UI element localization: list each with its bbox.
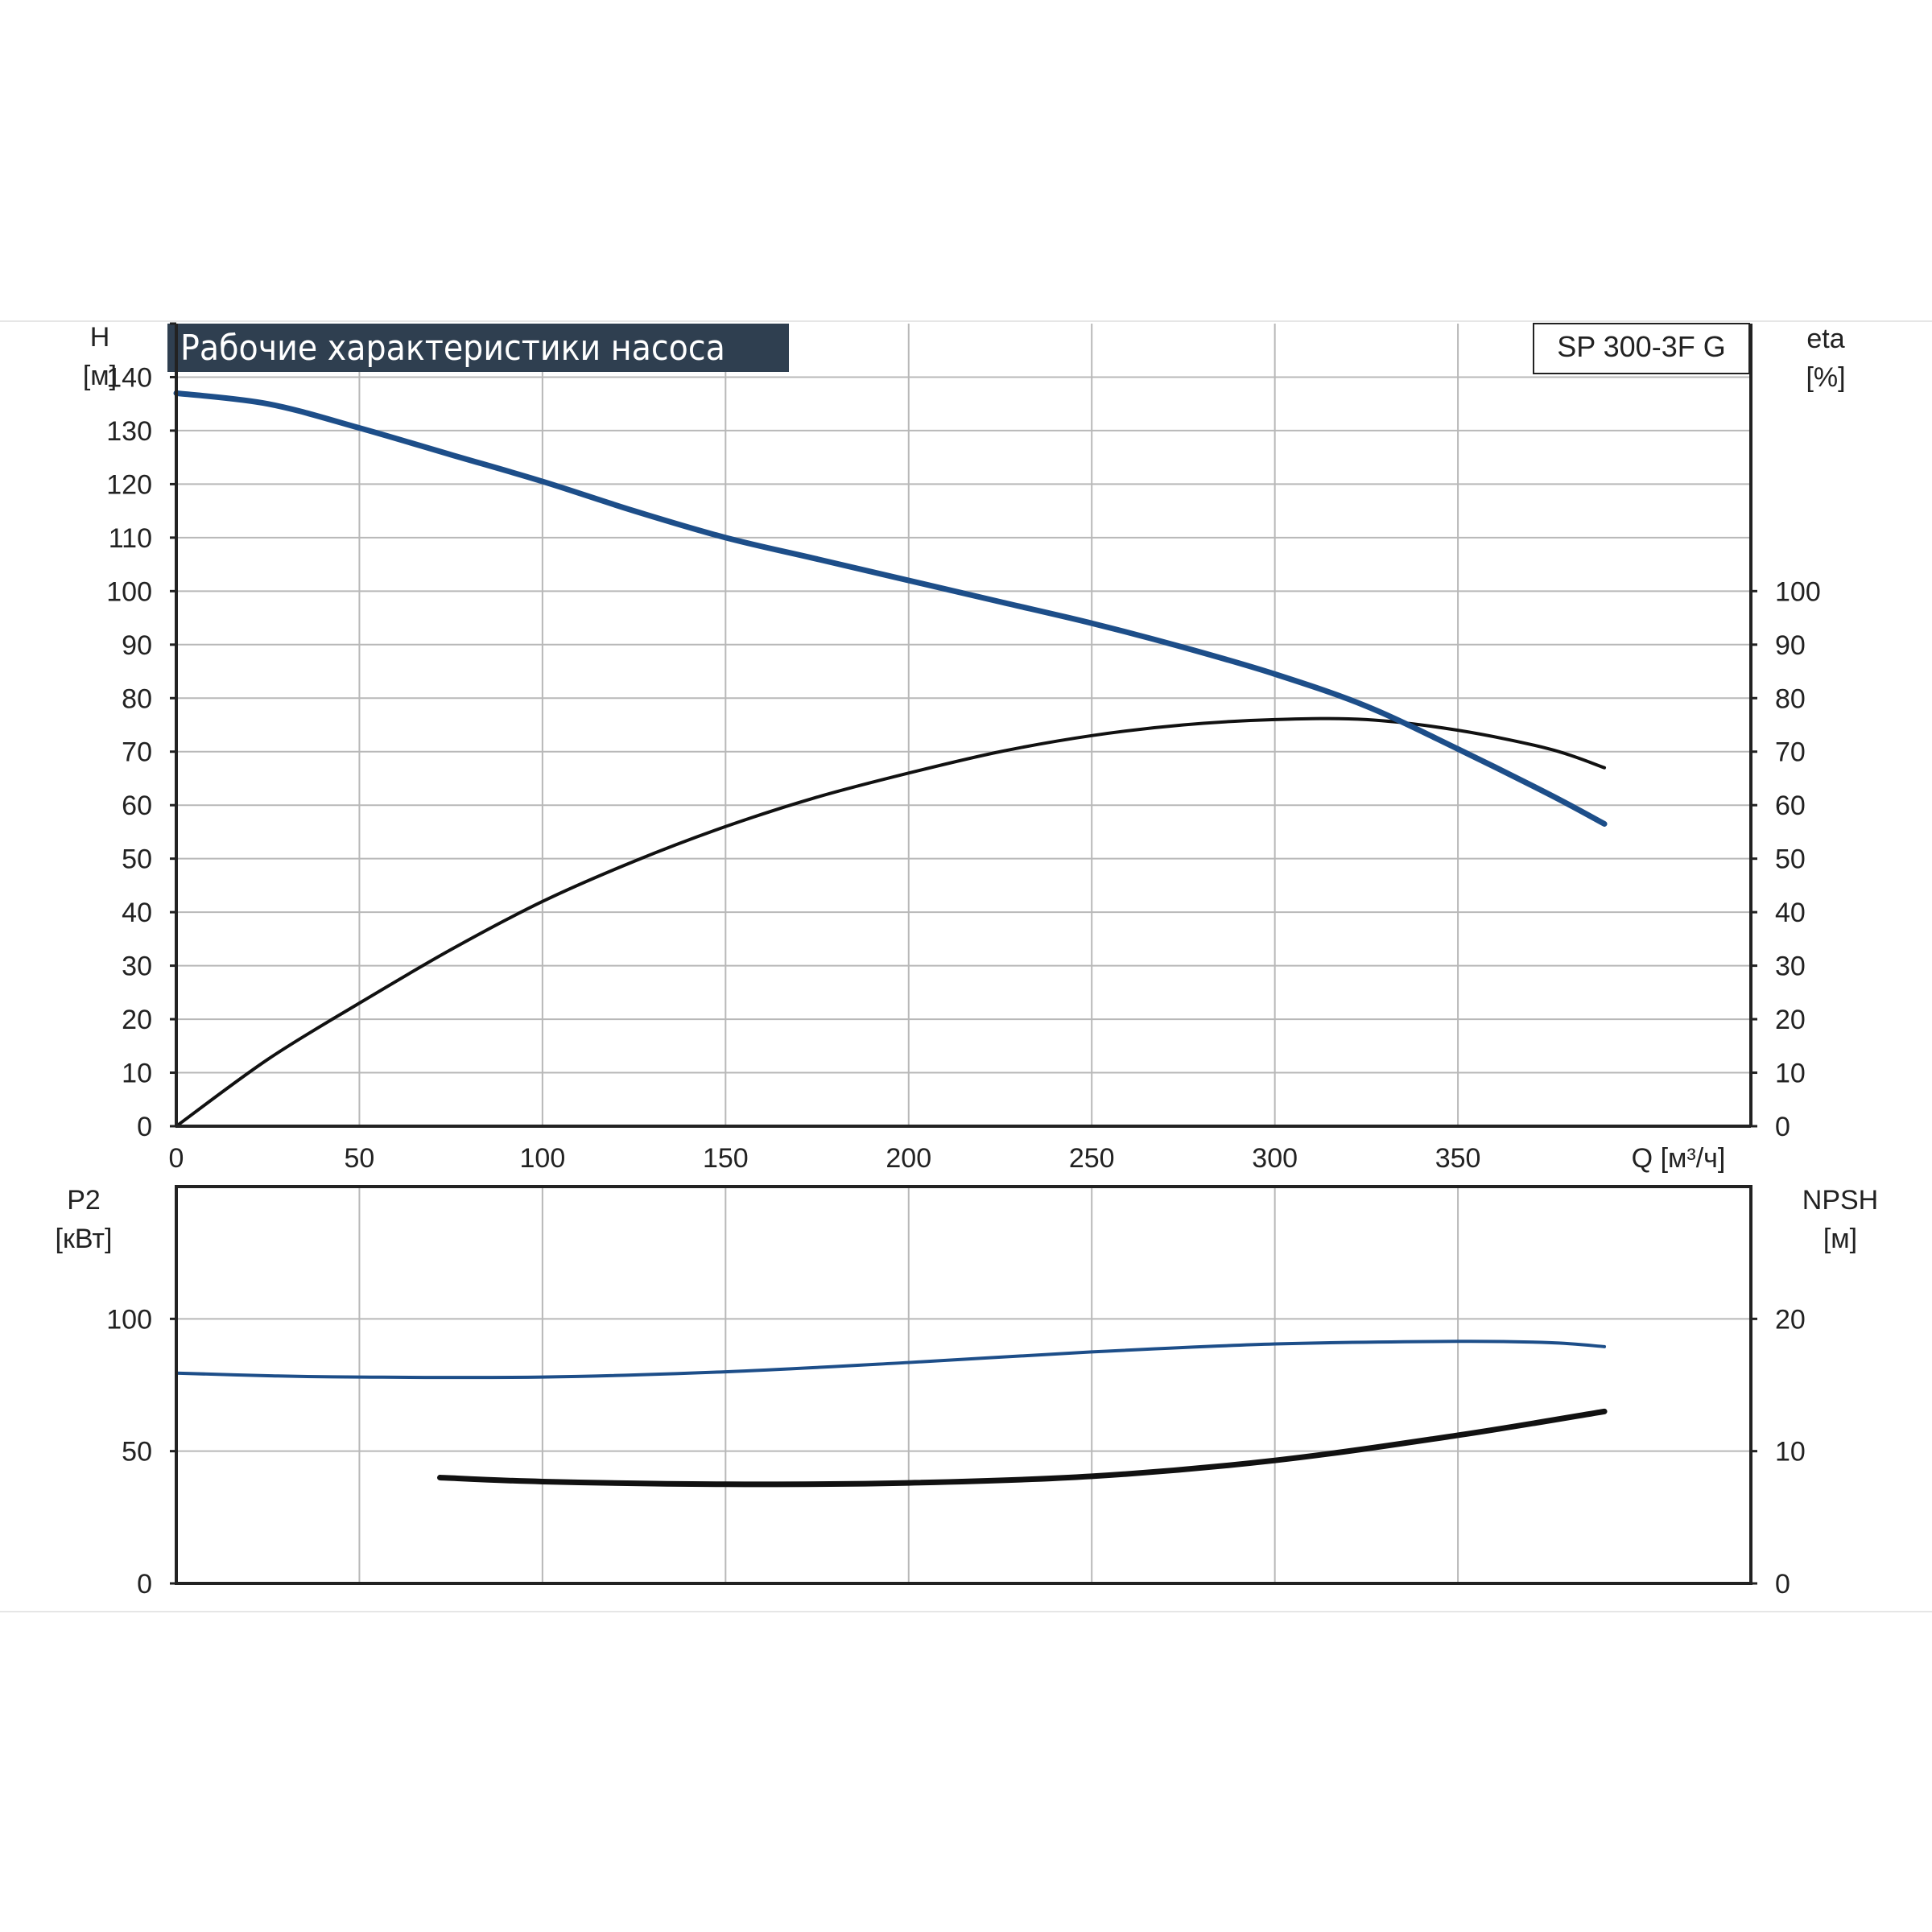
y-right-tick-label: 80 [1775, 683, 1806, 714]
y-left-tick-label: 120 [106, 469, 152, 500]
x-tick-label: 300 [1252, 1143, 1298, 1174]
y-right-tick-label: 0 [1775, 1112, 1790, 1142]
p2-tick-label: 100 [106, 1304, 152, 1335]
bottom-grid [176, 1187, 1751, 1583]
tick-labels: 0102030405060708090100110120130140010203… [106, 362, 1820, 1600]
p2-tick-label: 50 [122, 1437, 152, 1468]
y-left-label-h: H [90, 322, 110, 353]
x-tick-label: 50 [345, 1143, 375, 1174]
model-label: SP 300-3F G [1557, 330, 1725, 363]
y-left-unit-h: [м] [83, 361, 117, 391]
y-right-tick-label: 100 [1775, 576, 1821, 607]
series-curves [173, 390, 1608, 1488]
head-curve [173, 390, 1608, 827]
y-left-tick-label: 50 [122, 844, 152, 875]
power-p2-curve [175, 1340, 1607, 1380]
y-right-tick-label: 40 [1775, 898, 1806, 928]
y-left-tick-label: 110 [109, 523, 152, 554]
y-left-tick-label: 130 [106, 416, 152, 447]
y-left-tick-label: 20 [122, 1005, 152, 1035]
y-right-label-npsh: NPSH [1802, 1185, 1878, 1216]
top-separator [0, 320, 1932, 322]
y-right-tick-label: 20 [1775, 1005, 1806, 1035]
y-right-tick-label: 60 [1775, 791, 1806, 821]
y-right-unit-npsh: [м] [1823, 1224, 1857, 1254]
npsh-curve [437, 1408, 1608, 1488]
bottom-panel-frame [175, 1185, 1752, 1585]
top-grid [176, 324, 1751, 1126]
y-right-tick-label: 50 [1775, 844, 1806, 875]
y-left-tick-label: 10 [122, 1059, 152, 1089]
y-left-tick-label: 90 [122, 630, 152, 661]
x-tick-label: 150 [703, 1143, 749, 1174]
npsh-tick-label: 0 [1775, 1569, 1790, 1600]
y-right-unit-eta: [%] [1806, 362, 1845, 393]
x-axis-label: Q [м³/ч] [1632, 1143, 1726, 1174]
y-right-tick-label: 70 [1775, 737, 1806, 768]
y-left-tick-label: 30 [122, 952, 152, 982]
efficiency-curve [175, 716, 1607, 1128]
x-tick-label: 0 [169, 1143, 184, 1174]
p2-tick-label: 0 [137, 1569, 152, 1600]
y-left-tick-label: 80 [122, 683, 152, 714]
y-left-tick-label: 0 [137, 1112, 152, 1142]
npsh-tick-label: 20 [1775, 1304, 1806, 1335]
y-right-tick-label: 30 [1775, 952, 1806, 982]
npsh-tick-label: 10 [1775, 1437, 1806, 1468]
y-left-tick-label: 40 [122, 898, 152, 928]
y-right-label-eta: eta [1806, 324, 1844, 354]
axes-frame [170, 322, 1757, 1585]
bottom-separator [0, 1611, 1932, 1612]
y-right-tick-label: 90 [1775, 630, 1806, 661]
chart-title: Рабочие характеристики насоса [180, 328, 725, 369]
y-left-tick-label: 60 [122, 791, 152, 821]
y-left-tick-label: 70 [122, 737, 152, 768]
y-right-tick-label: 10 [1775, 1059, 1806, 1089]
chart-title-box [167, 324, 789, 372]
x-tick-label: 200 [886, 1143, 931, 1174]
x-tick-label: 100 [520, 1143, 566, 1174]
y-left-tick-label: 100 [106, 576, 152, 607]
x-tick-label: 350 [1435, 1143, 1481, 1174]
model-label-box [1533, 323, 1750, 374]
y-left-label-p2: P2 [67, 1185, 101, 1216]
y-left-tick-label: 140 [106, 362, 152, 393]
x-tick-label: 250 [1069, 1143, 1115, 1174]
y-left-unit-p2: [кВт] [56, 1224, 113, 1254]
